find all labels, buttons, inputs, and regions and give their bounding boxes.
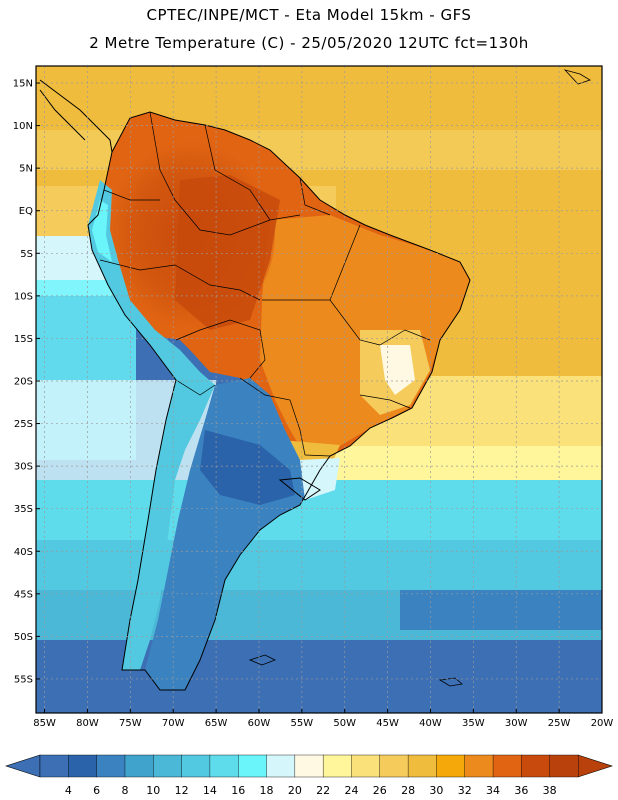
colorbar-cells — [5, 754, 613, 778]
colorbar-cell — [181, 754, 211, 778]
latitude-label: 35S — [14, 504, 33, 515]
latitude-label: 25S — [14, 419, 33, 430]
longitude-label: 20W — [591, 718, 614, 729]
colorbar-label: 18 — [260, 784, 274, 797]
chart-title: CPTEC/INPE/MCT - Eta Model 15km - GFS — [146, 6, 472, 24]
temperature-map: 15N 10N 5N EQ 5S 10S 15S 20S 25S 30S 35S 40S 45S 50S 5… — [13, 65, 613, 729]
colorbar-label: 12 — [175, 784, 189, 797]
longitude-label: 45W — [376, 718, 399, 729]
colorbar-label: 20 — [288, 784, 302, 797]
longitude-label: 55W — [291, 718, 314, 729]
longitude-label: 40W — [419, 718, 442, 729]
longitude-label: 65W — [205, 718, 228, 729]
land-uruguay-mild — [300, 458, 340, 500]
colorbar-cell — [124, 754, 154, 778]
colorbar-label: 22 — [316, 784, 330, 797]
map-field — [36, 66, 602, 713]
colorbar-cell — [238, 754, 268, 778]
longitude-label: 30W — [505, 718, 528, 729]
colorbar-cell — [351, 754, 381, 778]
colorbar-label: 8 — [121, 784, 128, 797]
latitude-label: 15S — [14, 334, 33, 345]
colorbar-cell — [96, 754, 126, 778]
latitude-label: 5S — [20, 249, 33, 260]
colorbar-labels: 4 6 8 10 12 14 16 18 20 22 24 26 28 30 32 34 36 38 — [65, 784, 557, 797]
longitude-label: 50W — [333, 718, 356, 729]
latitude-label: 5N — [19, 164, 33, 175]
colorbar-label: 24 — [344, 784, 358, 797]
colorbar-label: 14 — [203, 784, 217, 797]
latitude-label: 20S — [14, 376, 33, 387]
chart-subtitle: 2 Metre Temperature (C) - 25/05/2020 12U… — [89, 34, 529, 52]
colorbar-cell — [464, 754, 494, 778]
colorbar-cell — [379, 754, 409, 778]
colorbar-cell — [322, 754, 352, 778]
latitude-label: 40S — [14, 547, 33, 558]
latitude-label: 30S — [14, 462, 33, 473]
latitude-label: 15N — [13, 79, 33, 90]
colorbar-arrow-left — [5, 754, 41, 778]
latitude-label: 10N — [13, 121, 33, 132]
longitude-labels: 85W 80W 75W 70W 65W 60W 55W 50W 45W 40W 35W 30W 25W 2… — [33, 709, 613, 729]
colorbar-arrow-right — [577, 754, 613, 778]
colorbar-cell — [407, 754, 437, 778]
colorbar-cell — [68, 754, 98, 778]
colorbar-cell — [209, 754, 239, 778]
land-andes-cool — [88, 180, 215, 670]
colorbar-cell — [266, 754, 296, 778]
land-southern-cone — [145, 378, 320, 690]
islands — [248, 69, 591, 687]
latitude-label: 55S — [14, 674, 33, 685]
colorbar-label: 4 — [65, 784, 72, 797]
colorbar-cell — [492, 754, 522, 778]
colorbar-label: 10 — [146, 784, 160, 797]
latitude-label: 10S — [14, 291, 33, 302]
longitude-label: 60W — [248, 718, 271, 729]
colorbar-cell — [153, 754, 183, 778]
colorbar-label: 36 — [514, 784, 528, 797]
colorbar-label: 6 — [93, 784, 100, 797]
colorbar-label: 26 — [373, 784, 387, 797]
colorbar-cell — [39, 754, 69, 778]
colorbar-cell — [549, 754, 579, 778]
latitude-label: 50S — [14, 632, 33, 643]
colorbar-label: 16 — [231, 784, 245, 797]
colorbar-cell — [436, 754, 466, 778]
longitude-label: 75W — [119, 718, 142, 729]
map-frame — [35, 65, 603, 714]
colorbar-cell — [521, 754, 551, 778]
longitude-label: 70W — [162, 718, 185, 729]
colorbar-label: 34 — [486, 784, 500, 797]
longitude-label: 85W — [33, 718, 56, 729]
country-borders — [99, 111, 431, 457]
colorbar-label: 32 — [458, 784, 472, 797]
latitude-labels: 15N 10N 5N EQ 5S 10S 15S 20S 25S 30S 35S 40S 45S 50S 5… — [13, 79, 40, 685]
colorbar: 4 6 8 10 12 14 16 18 20 22 24 26 28 30 32 34 36 38 — [5, 754, 613, 797]
longitude-label: 80W — [76, 718, 99, 729]
longitude-label: 35W — [462, 718, 485, 729]
colorbar-label: 28 — [401, 784, 415, 797]
latitude-label: EQ — [19, 206, 33, 217]
colorbar-cell — [294, 754, 324, 778]
latitude-label: 45S — [14, 589, 33, 600]
colorbar-label: 30 — [429, 784, 443, 797]
longitude-label: 25W — [548, 718, 571, 729]
colorbar-label: 38 — [543, 784, 557, 797]
graticule — [36, 66, 602, 713]
